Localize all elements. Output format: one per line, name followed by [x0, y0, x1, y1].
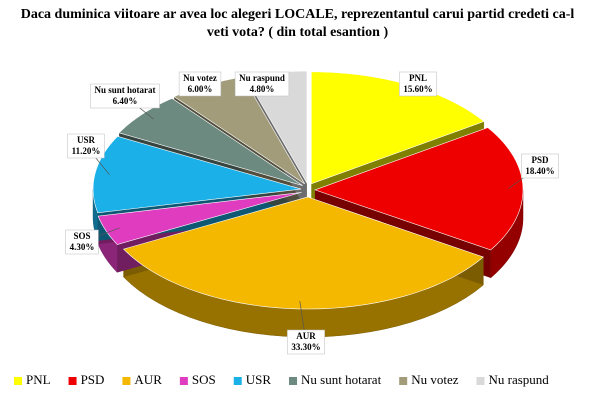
data-label: 4.80% — [250, 84, 275, 94]
slice — [97, 192, 302, 245]
legend-label: PNL — [26, 372, 51, 387]
slice — [314, 127, 524, 251]
legend-label: AUR — [134, 372, 162, 387]
legend-swatch — [122, 377, 131, 385]
label-box — [65, 229, 99, 255]
data-label: 15.60% — [403, 84, 432, 94]
legend-label: PSD — [81, 372, 105, 387]
legend-swatch — [14, 377, 22, 385]
legend-label: Nu votez — [411, 372, 459, 387]
slice — [92, 135, 302, 214]
data-label: 11.20% — [72, 146, 101, 156]
legend-label: USR — [246, 372, 272, 387]
data-label: 4.30% — [70, 242, 95, 252]
data-label: 33.30% — [291, 342, 320, 352]
label-box — [90, 83, 160, 109]
legend-swatch — [233, 377, 242, 385]
label-name: Nu raspund — [239, 73, 285, 83]
label-name: USR — [77, 135, 96, 145]
label-name: SOS — [73, 231, 90, 241]
label-name: Nu votez — [183, 73, 217, 83]
label-name: PNL — [409, 73, 427, 83]
legend-swatch — [179, 377, 188, 385]
legend-swatch — [476, 377, 485, 385]
label-box — [287, 329, 325, 355]
legend-swatch — [399, 377, 408, 385]
chart-title: Daca duminica viitoare ar avea loc alege… — [20, 7, 575, 40]
legend-swatch — [289, 377, 298, 385]
slice — [118, 98, 303, 186]
legend-label: SOS — [192, 372, 216, 387]
label-box — [178, 71, 222, 97]
legend-label: Nu raspund — [488, 372, 549, 387]
label-box — [234, 71, 290, 97]
data-label: 6.00% — [188, 84, 213, 94]
label-box — [521, 153, 559, 179]
data-label: 18.40% — [525, 166, 554, 176]
legend-label: Nu sunt hotarat — [301, 372, 382, 387]
legend-swatch — [68, 377, 77, 385]
label-name: Nu sunt hotarat — [94, 85, 155, 95]
label-box — [399, 71, 437, 97]
slice — [123, 196, 484, 310]
label-box — [67, 133, 105, 159]
label-name: PSD — [531, 155, 549, 165]
label-name: AUR — [296, 331, 316, 341]
data-label: 6.40% — [113, 96, 138, 106]
